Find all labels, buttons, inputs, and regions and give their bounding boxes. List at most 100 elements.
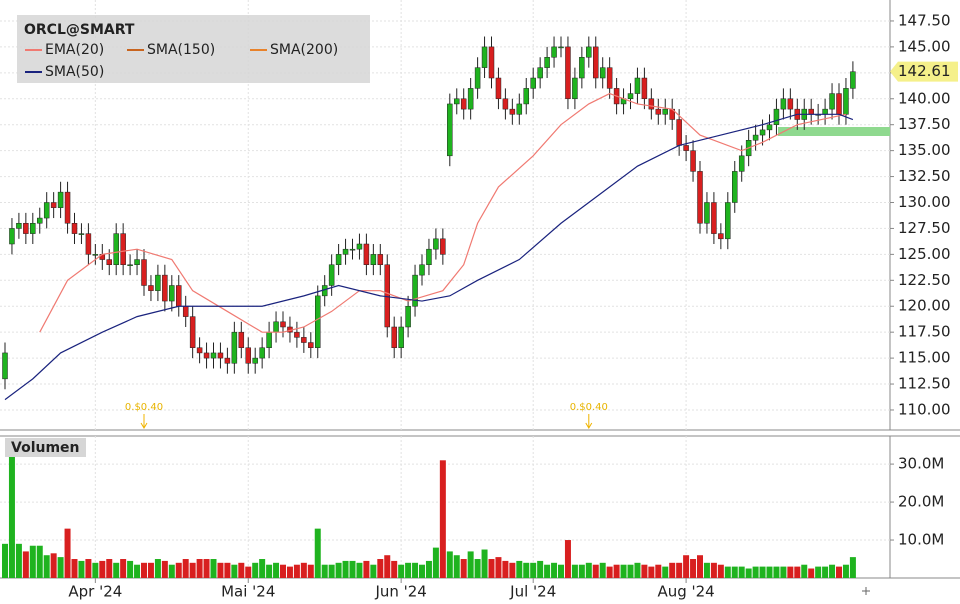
candle-body: [787, 98, 794, 110]
volume-bar: [745, 568, 752, 578]
volume-bar: [808, 568, 815, 578]
volume-bar: [669, 562, 676, 578]
volume-bar: [113, 562, 120, 578]
y-tick-label: 147.50: [898, 11, 951, 29]
candle-body: [551, 46, 557, 58]
volume-bar: [551, 562, 558, 578]
candle-body: [586, 46, 592, 58]
candle-body: [683, 145, 689, 151]
volume-bar: [286, 566, 293, 578]
legend-box: [17, 15, 370, 83]
volume-bar: [196, 559, 203, 578]
y-tick-label: 30.0M: [898, 455, 944, 473]
candle-body: [836, 93, 842, 115]
candle-body: [349, 248, 356, 251]
candle-body: [773, 108, 780, 125]
volume-bar: [690, 559, 697, 578]
volume-bar: [71, 559, 78, 578]
volume-bar: [2, 543, 8, 578]
volume-bar: [64, 528, 71, 578]
candle-body: [843, 88, 849, 115]
candle-body: [169, 285, 175, 302]
y-tick-label: 115.00: [898, 349, 951, 367]
candle-body: [405, 305, 411, 328]
volume-bar: [50, 553, 57, 578]
volume-bar: [391, 560, 398, 578]
volume-bar: [384, 555, 391, 578]
dividend-label: 0.$0.40: [570, 402, 608, 413]
candle-body: [509, 108, 516, 115]
volume-bar: [175, 562, 182, 578]
y-tick-label: 127.50: [898, 219, 951, 237]
symbol-title: ORCL@SMART: [24, 22, 135, 38]
volume-bar: [558, 564, 564, 578]
volume-bar: [363, 560, 370, 578]
candle-body: [328, 264, 335, 286]
candle-body: [829, 93, 835, 110]
crosshair-icon[interactable]: [862, 587, 870, 595]
y-tick-label: 140.00: [898, 89, 951, 107]
volume-bar: [245, 566, 252, 578]
candle-body: [356, 243, 363, 250]
candle-body: [419, 264, 425, 276]
candle-body: [363, 243, 370, 265]
volume-bar: [99, 560, 106, 578]
volume-bar: [606, 566, 613, 578]
volume-bar: [217, 562, 224, 578]
support-zone: [778, 127, 890, 136]
candle-body: [433, 238, 439, 250]
candle-body: [481, 46, 488, 68]
volume-bar: [412, 562, 419, 578]
volume-bar: [842, 564, 849, 578]
volume-bar: [141, 562, 147, 578]
candle-body: [245, 347, 251, 364]
volume-bar: [773, 566, 780, 578]
candle-body: [516, 103, 523, 115]
candle-body: [426, 248, 432, 265]
volume-bar: [224, 562, 231, 578]
volume-bar: [321, 564, 328, 578]
candle-body: [593, 46, 599, 79]
candle-body: [648, 98, 655, 110]
volume-bar: [8, 441, 15, 578]
volume-bar: [648, 566, 655, 578]
candle-body: [808, 108, 814, 115]
volume-bar: [815, 566, 822, 578]
volume-bar: [57, 557, 64, 578]
candle-body: [606, 67, 613, 89]
candle-body: [315, 295, 321, 348]
candle-body: [544, 57, 550, 68]
candle-body: [537, 67, 543, 79]
candle-body: [92, 254, 99, 256]
y-tick-label: 132.50: [898, 167, 951, 185]
candle-body: [440, 238, 446, 255]
volume-bar: [710, 562, 717, 578]
volume-bar: [488, 559, 495, 578]
candle-body: [196, 347, 203, 354]
dividend-label: 0.$0.40: [125, 402, 163, 413]
volume-bar: [439, 460, 446, 578]
volume-bar: [474, 559, 481, 578]
y-tick-label: 120.00: [898, 297, 951, 315]
volume-bar: [43, 555, 50, 578]
y-tick-label: 125.00: [898, 245, 951, 263]
volume-bar: [467, 551, 474, 578]
volume-bar: [377, 559, 384, 578]
candle-body: [252, 357, 258, 364]
candle-body: [294, 331, 300, 338]
candle-body: [176, 285, 182, 307]
volume-bar: [502, 560, 509, 578]
dividend-arrow: [140, 414, 148, 429]
candle-body: [523, 88, 529, 105]
candle-body: [447, 103, 453, 157]
volume-bar: [36, 545, 43, 578]
volume-bar: [22, 551, 29, 578]
volume-bar: [370, 564, 377, 578]
volume-bar: [127, 560, 134, 578]
volume-bar: [349, 560, 356, 578]
volume-bar: [641, 564, 648, 578]
y-tick-label: 110.00: [898, 400, 951, 418]
volume-bar: [676, 562, 683, 578]
